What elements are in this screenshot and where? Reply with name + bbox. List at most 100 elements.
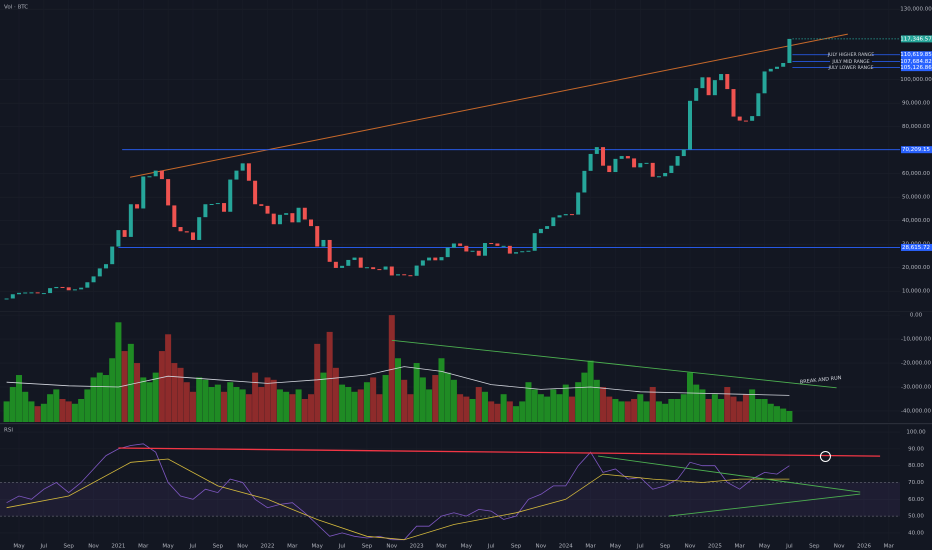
level-label: 107,684.82 bbox=[900, 59, 932, 65]
x-tick-label: Nov bbox=[685, 544, 696, 550]
volume-bar bbox=[47, 394, 54, 422]
x-tick-label: Sep bbox=[64, 544, 75, 550]
candle bbox=[619, 156, 624, 159]
volume-bar bbox=[208, 387, 215, 422]
candle bbox=[594, 147, 599, 154]
candle bbox=[315, 226, 320, 247]
volume-bar bbox=[618, 401, 625, 422]
candle bbox=[35, 292, 40, 294]
candle bbox=[514, 252, 519, 254]
candle bbox=[712, 80, 717, 96]
volume-bar bbox=[662, 403, 669, 422]
x-tick-label: Nov bbox=[834, 544, 845, 550]
volume-bar bbox=[593, 379, 600, 422]
rsi-title: RSI bbox=[4, 428, 13, 434]
y-tick-label: 80,000.00 bbox=[902, 124, 930, 130]
candle bbox=[563, 214, 568, 216]
volume-bar bbox=[568, 396, 575, 422]
annotation: BREAK AND RUN bbox=[800, 375, 842, 385]
candle bbox=[694, 88, 699, 101]
candle bbox=[309, 219, 314, 227]
volume-bar bbox=[426, 389, 433, 422]
volume-bar bbox=[705, 398, 712, 422]
candle bbox=[48, 288, 53, 294]
level-label: 70,209.15 bbox=[902, 147, 930, 153]
volume-bar bbox=[65, 401, 72, 422]
candle bbox=[296, 207, 301, 223]
volume-bar bbox=[481, 391, 488, 422]
volume-bar bbox=[146, 382, 153, 422]
volume-bar bbox=[202, 379, 209, 422]
candle bbox=[197, 217, 202, 240]
volume-bar bbox=[575, 382, 582, 422]
rsi-ma bbox=[6, 458, 790, 541]
volume-bar bbox=[152, 372, 159, 422]
x-tick-label: Mar bbox=[287, 544, 298, 550]
candle bbox=[464, 245, 469, 252]
candle bbox=[178, 227, 183, 232]
volume-bar bbox=[631, 398, 638, 422]
volume-bar bbox=[214, 384, 221, 422]
candle bbox=[719, 74, 724, 81]
candle bbox=[737, 116, 742, 121]
y-tick-label: 90.00 bbox=[908, 446, 924, 452]
x-tick-label: Jul bbox=[189, 544, 197, 550]
candle bbox=[489, 243, 494, 245]
y-tick-label: -30,000.00 bbox=[901, 385, 931, 391]
volume-bar bbox=[438, 358, 445, 422]
volume-bar bbox=[345, 387, 352, 422]
candle bbox=[10, 294, 15, 299]
candle bbox=[482, 243, 487, 256]
candle bbox=[203, 204, 208, 218]
candle bbox=[135, 204, 140, 209]
volume-bar bbox=[382, 375, 389, 422]
candle bbox=[141, 176, 146, 209]
volume-bar bbox=[109, 358, 116, 422]
volume-bar bbox=[525, 382, 532, 422]
candle bbox=[395, 274, 400, 276]
level-name: JULY HIGHER RANGE bbox=[827, 52, 874, 58]
candle bbox=[538, 228, 543, 234]
volume-bar bbox=[655, 401, 662, 422]
volume-bar bbox=[494, 403, 501, 422]
candle bbox=[476, 250, 481, 256]
volume-bar bbox=[308, 394, 315, 422]
candle bbox=[110, 246, 115, 265]
volume-bar bbox=[463, 396, 470, 422]
volume-bar bbox=[22, 391, 29, 422]
candle bbox=[277, 214, 282, 225]
volume-bar bbox=[71, 403, 78, 422]
candle bbox=[116, 230, 121, 247]
candle bbox=[638, 163, 643, 168]
volume-bar bbox=[171, 363, 178, 422]
y-tick-label: 60,000.00 bbox=[902, 171, 930, 177]
x-tick-label: Nov bbox=[386, 544, 397, 550]
volume-bar bbox=[252, 372, 259, 422]
candle bbox=[234, 170, 239, 180]
candle bbox=[787, 38, 792, 63]
candle bbox=[613, 158, 618, 173]
candle bbox=[333, 261, 338, 268]
volume-bar bbox=[78, 398, 85, 422]
volume-bar bbox=[258, 387, 265, 422]
candle bbox=[184, 231, 189, 233]
pane-separator bbox=[0, 423, 932, 425]
candle bbox=[41, 293, 46, 295]
candle bbox=[215, 203, 220, 205]
candle bbox=[725, 74, 730, 90]
volume-bar bbox=[96, 372, 103, 422]
candle bbox=[408, 275, 413, 277]
x-tick-label: Nov bbox=[536, 544, 547, 550]
candle bbox=[91, 276, 96, 283]
y-tick-label: 60.00 bbox=[908, 497, 924, 503]
y-tick-label: 80.00 bbox=[908, 463, 924, 469]
volume-bar bbox=[227, 382, 234, 422]
trendline bbox=[118, 447, 881, 457]
volume-bar bbox=[730, 396, 737, 422]
candle bbox=[240, 163, 245, 171]
volume-bar bbox=[84, 389, 91, 422]
candle bbox=[420, 260, 425, 266]
volume-bar bbox=[419, 377, 426, 422]
candle bbox=[632, 158, 637, 168]
volume-bar bbox=[780, 408, 787, 422]
